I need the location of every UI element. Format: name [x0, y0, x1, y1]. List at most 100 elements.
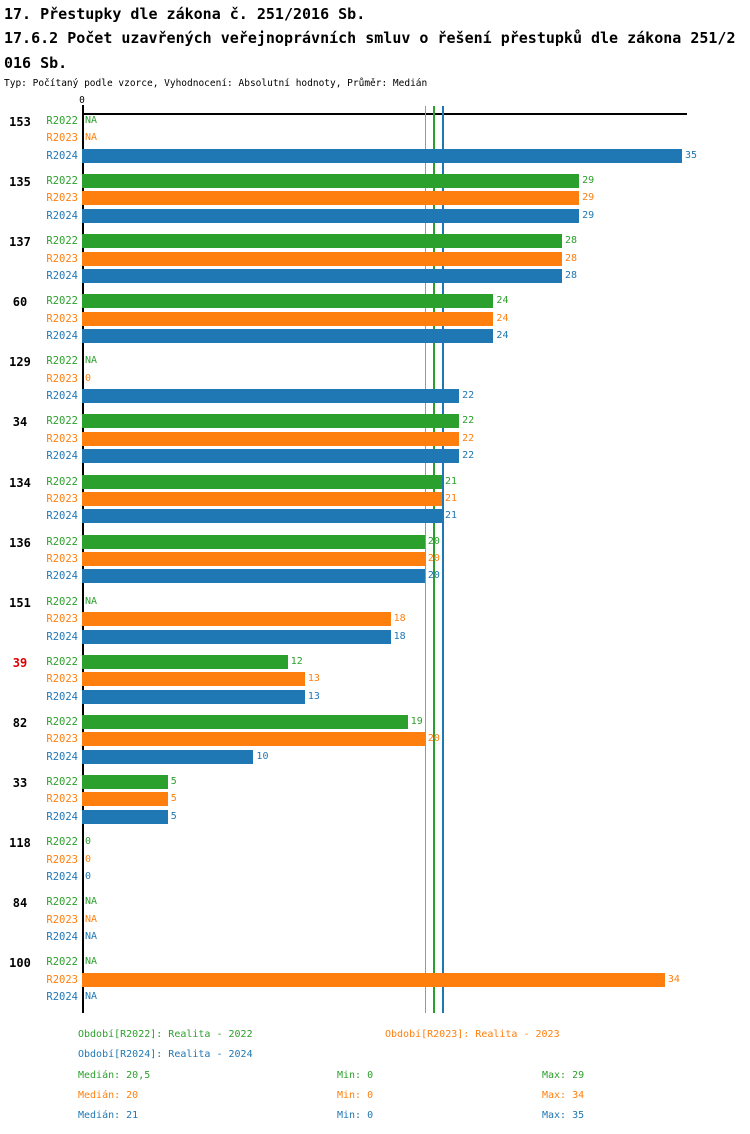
- bar-row-R2022: R2022 22: [46, 414, 750, 431]
- category-label: 33: [12, 776, 28, 791]
- bar: [82, 311, 494, 326]
- bar: [82, 654, 288, 669]
- value-label: 10: [256, 750, 269, 762]
- value-label: 13: [307, 673, 320, 685]
- bar: [82, 191, 580, 206]
- series-label: R2022: [46, 475, 78, 488]
- bar-row-R2024: R2024 24: [46, 329, 750, 346]
- series-label: R2022: [46, 115, 78, 127]
- bar: [82, 534, 425, 549]
- series-label: R2022: [46, 956, 78, 969]
- bar: [82, 329, 494, 344]
- bar-row-R2022: R2022 5: [46, 775, 750, 792]
- bar-row-R2022: R2022 NA: [46, 354, 750, 371]
- bar-row-R2022: R2022 0: [46, 835, 750, 852]
- series-label: R2023: [46, 312, 78, 325]
- series-label: R2023: [46, 553, 78, 566]
- value-label: 13: [307, 690, 320, 702]
- value-label: 5: [170, 793, 177, 805]
- category-label: 136: [9, 535, 31, 550]
- bar-group-153: 153 R2022 NA R2023 NA R2024 35: [9, 114, 750, 174]
- series-label: R2024: [46, 690, 78, 703]
- series-label: R2023: [46, 132, 78, 145]
- bar: [82, 672, 305, 687]
- bar-row-R2023: R2023 22: [46, 431, 750, 449]
- value-label: 0: [85, 870, 92, 882]
- bar: [82, 148, 682, 163]
- bar: [82, 431, 460, 446]
- series-label: R2023: [46, 192, 78, 205]
- median-stat-r2024: Medián: 21: [78, 1110, 139, 1121]
- bar-row-R2022: R2022 28: [46, 234, 750, 251]
- category-label: 151: [9, 595, 31, 610]
- chart-title: 17. Přestupky dle zákona č. 251/2016 Sb.: [4, 5, 366, 23]
- value-label: 20: [427, 535, 440, 547]
- value-label: NA: [85, 991, 98, 1003]
- max-stat-r2023: Max: 34: [542, 1090, 585, 1101]
- value-label: NA: [85, 132, 98, 144]
- bar-row-R2024: R2024 22: [46, 389, 750, 406]
- value-label: 5: [170, 810, 177, 822]
- series-label: R2023: [46, 853, 78, 866]
- bar: [82, 251, 562, 266]
- value-label: 22: [462, 432, 475, 444]
- value-label: 21: [445, 510, 458, 522]
- bar-row-R2024: R2024 35: [46, 148, 750, 166]
- legend-entry-r2022: Období[R2022]: Realita - 2022: [78, 1029, 253, 1040]
- bar: [82, 732, 425, 747]
- bar: [82, 552, 425, 567]
- bar-row-R2023: R2023 28: [46, 251, 750, 269]
- value-label: 0: [85, 372, 92, 384]
- value-label: 21: [445, 475, 458, 487]
- bar: [82, 174, 580, 189]
- bar-group-82: 82 R2022 19 R2023 20 R2024 10: [13, 714, 750, 775]
- category-label: 60: [12, 295, 28, 310]
- bar-row-R2022: R2022 NA: [46, 955, 750, 972]
- value-label: NA: [85, 355, 98, 367]
- bar: [82, 208, 580, 223]
- category-label: 39: [12, 655, 28, 670]
- category-label: 134: [9, 475, 31, 490]
- bar-row-R2024: R2024 10: [46, 749, 750, 767]
- value-label: 19: [410, 715, 423, 727]
- bar-row-R2024: R2024 28: [46, 268, 750, 286]
- series-label: R2022: [46, 355, 78, 368]
- series-label: R2024: [46, 510, 78, 523]
- value-label: 28: [565, 252, 578, 264]
- series-label: R2024: [46, 810, 78, 823]
- category-label: 135: [9, 175, 31, 190]
- min-stat-r2024: Min: 0: [337, 1110, 374, 1121]
- value-label: 24: [496, 312, 509, 324]
- bar-row-R2022: R2022 12: [46, 654, 750, 672]
- bar-row-R2024: R2024 20: [46, 569, 750, 586]
- bar-row-R2022: R2022 20: [46, 534, 750, 552]
- series-label: R2024: [46, 209, 78, 222]
- median-stat-r2023: Medián: 20: [78, 1090, 139, 1101]
- value-label: 20: [427, 570, 440, 582]
- bar: [82, 792, 168, 807]
- value-label: 0: [85, 836, 92, 848]
- bar-row-R2023: R2023 21: [46, 491, 750, 509]
- x-axis-line: [82, 113, 687, 115]
- bar: [82, 629, 391, 644]
- series-label: R2022: [46, 235, 78, 248]
- series-label: R2024: [46, 390, 78, 403]
- bar-row-R2023: R2023 5: [46, 792, 750, 809]
- series-label: R2023: [46, 733, 78, 746]
- bar: [82, 749, 254, 764]
- value-label: 24: [496, 295, 509, 307]
- bar-row-R2022: R2022 NA: [46, 114, 750, 131]
- series-label: R2022: [46, 535, 78, 548]
- category-label: 118: [9, 836, 31, 851]
- bar-row-R2024: R2024 NA: [46, 930, 750, 947]
- value-label: 28: [565, 269, 578, 281]
- median-stat-r2022: Medián: 20,5: [78, 1070, 151, 1081]
- value-label: 21: [445, 492, 458, 504]
- bar-row-R2022: R2022 NA: [46, 595, 750, 612]
- category-label: 100: [9, 956, 31, 971]
- series-label: R2024: [46, 269, 78, 282]
- bar: [82, 389, 460, 404]
- value-label: 29: [582, 175, 595, 187]
- value-label: 29: [582, 192, 595, 204]
- bar-row-R2023: R2023 18: [46, 612, 750, 629]
